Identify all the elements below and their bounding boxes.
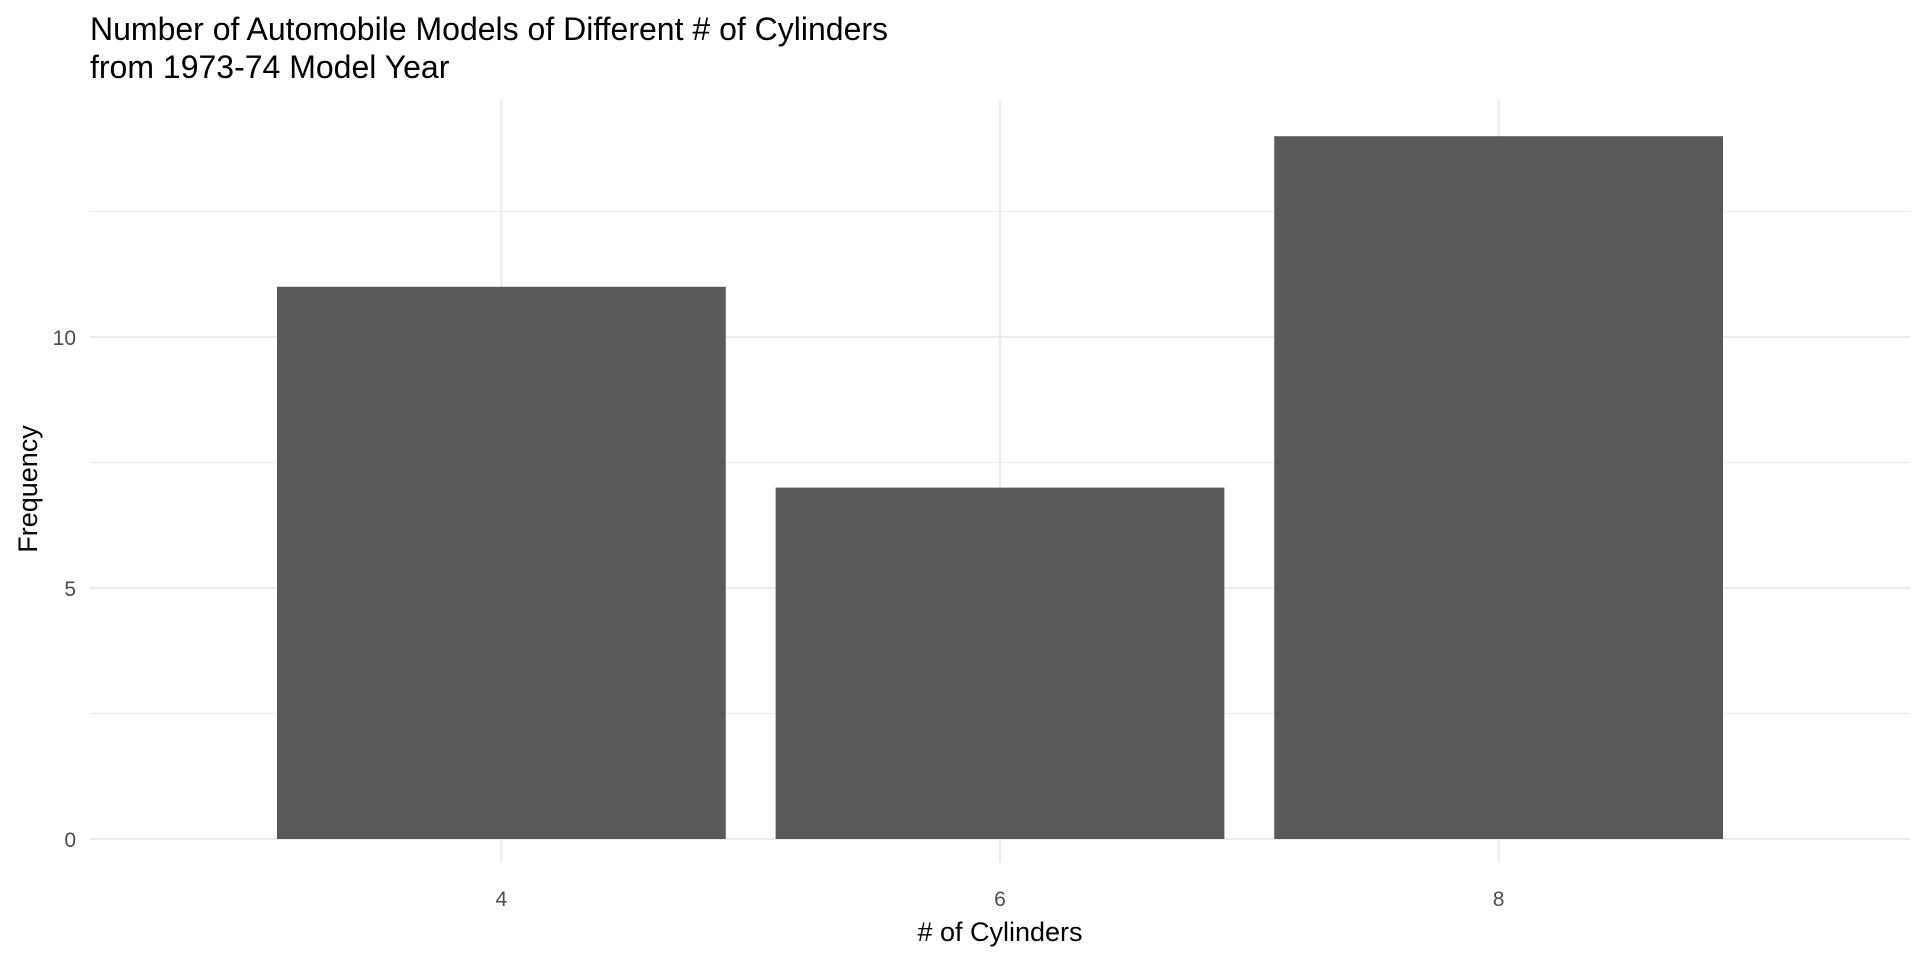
y-tick-label: 0 xyxy=(64,829,76,852)
x-axis-title: # of Cylinders xyxy=(917,917,1082,947)
bars xyxy=(276,136,1724,839)
x-tick-label: 8 xyxy=(1493,888,1505,911)
bar-4-cylinders xyxy=(276,286,726,839)
chart-title-line-2: from 1973-74 Model Year xyxy=(90,49,450,85)
y-axis-title: Frequency xyxy=(13,425,43,553)
bar-6-cylinders xyxy=(775,487,1225,839)
tick-labels: 0 5 10 4 6 8 xyxy=(53,327,1505,911)
chart-title-line-1: Number of Automobile Models of Different… xyxy=(90,11,888,47)
y-tick-label: 5 xyxy=(64,578,76,601)
bar-8-cylinders xyxy=(1274,136,1724,839)
x-tick-label: 4 xyxy=(496,888,508,911)
y-tick-label: 10 xyxy=(53,327,76,350)
x-tick-label: 6 xyxy=(994,888,1006,911)
